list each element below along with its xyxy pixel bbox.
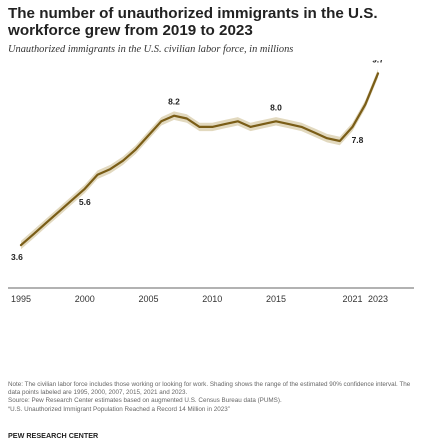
data-label: 8.2 xyxy=(168,97,180,107)
x-tick-label: 2015 xyxy=(266,294,286,304)
x-tick-label: 2010 xyxy=(202,294,222,304)
data-label: 5.6 xyxy=(79,197,91,207)
x-tick-layer: 1995 2000 2005 2010 2015 2021 2023 xyxy=(11,294,388,304)
note-text: Note: The civilian labor force includes … xyxy=(8,381,411,397)
x-tick-label: 2023 xyxy=(368,294,388,304)
chart-title: The number of unauthorized immigrants in… xyxy=(8,5,378,39)
line-chart: 1995 2000 2005 2010 2015 2021 2023 3.6 5.6 8.2 8.… xyxy=(8,60,414,304)
confidence-band-layer xyxy=(21,69,378,250)
data-label: 7.8 xyxy=(352,135,364,145)
x-tick-label: 2000 xyxy=(75,294,95,304)
confidence-band xyxy=(21,69,378,250)
report-title: “U.S. Unauthorized Immigrant Population … xyxy=(8,405,230,413)
x-tick-label: 1995 xyxy=(11,294,31,304)
chart-notes: Note: The civilian labor force includes … xyxy=(8,381,416,414)
data-label: 8.0 xyxy=(270,102,282,112)
organization-name: PEW RESEARCH CENTER xyxy=(8,431,99,440)
source-text: Source: Pew Research Center estimates ba… xyxy=(8,397,282,405)
data-label: 9.7 xyxy=(372,60,384,64)
line-layer xyxy=(19,72,380,247)
x-tick-label: 2005 xyxy=(138,294,158,304)
data-label: 3.6 xyxy=(11,252,23,262)
data-label-layer: 3.6 5.6 8.2 8.0 7.8 9.7 xyxy=(11,60,384,262)
x-tick-label: 2021 xyxy=(342,294,362,304)
chart-subtitle: Unauthorized immigrants in the U.S. civi… xyxy=(8,44,294,55)
series-line xyxy=(19,72,380,247)
